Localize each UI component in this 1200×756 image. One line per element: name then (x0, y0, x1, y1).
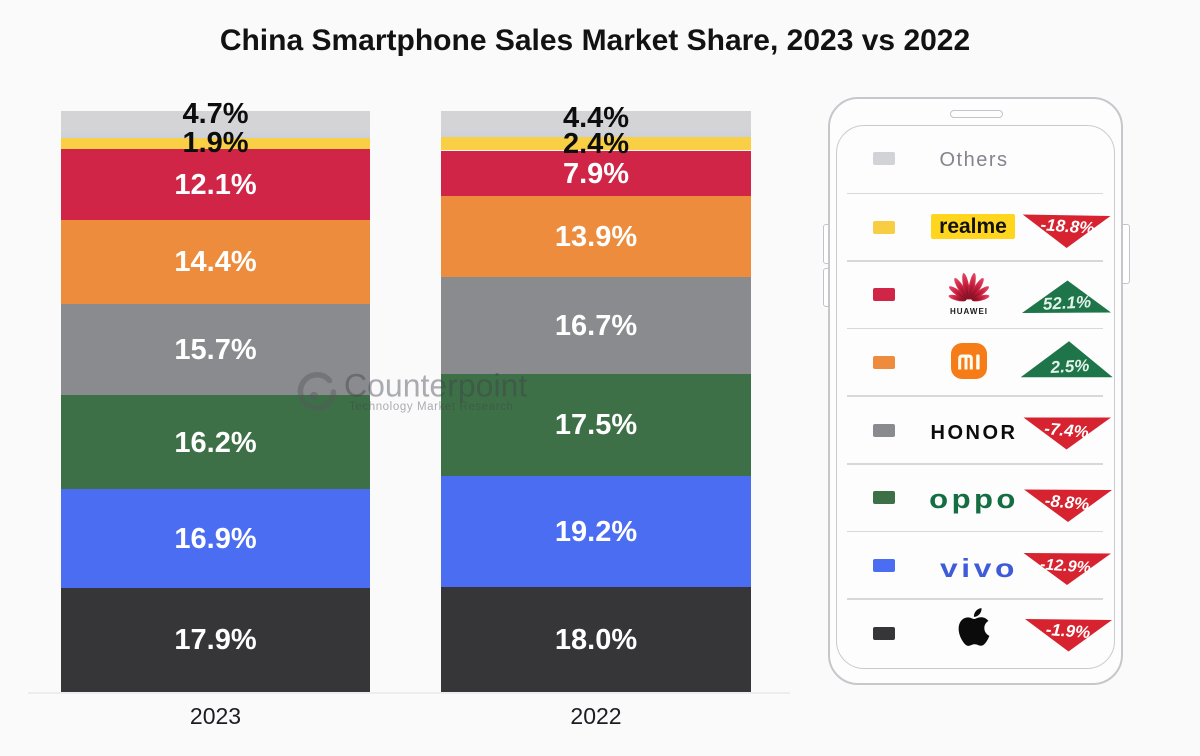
svg-text:Technology Market Research: Technology Market Research (349, 401, 514, 413)
svg-text:-18.8%: -18.8% (1040, 215, 1095, 238)
svg-text:-7.4%: -7.4% (1044, 419, 1090, 442)
svg-text:-1.9%: -1.9% (1045, 620, 1091, 642)
svg-text:-12.9%: -12.9% (1040, 556, 1092, 576)
svg-text:52.1%: 52.1% (1042, 292, 1091, 313)
svg-text:HUAWEI: HUAWEI (950, 307, 988, 316)
svg-text:2.5%: 2.5% (1049, 356, 1090, 377)
svg-text:Counterpoint: Counterpoint (344, 370, 527, 404)
svg-text:-8.8%: -8.8% (1044, 491, 1090, 514)
